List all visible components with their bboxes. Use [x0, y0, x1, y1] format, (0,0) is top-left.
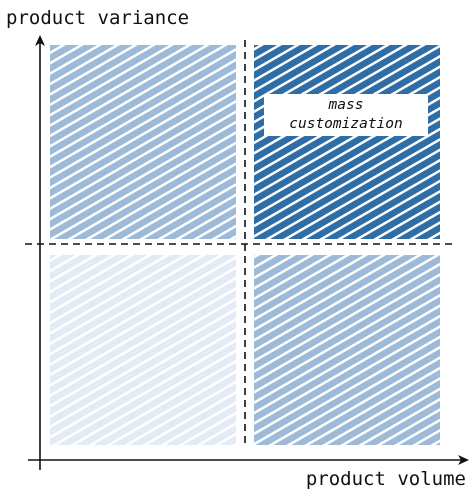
x-axis-label: product volume — [305, 468, 466, 490]
y-axis-label: product variance — [6, 7, 190, 29]
quadrant-bottom-left — [50, 255, 236, 445]
quadrant-top-left — [50, 45, 236, 239]
x-axis-arrowhead — [458, 455, 469, 465]
mass-customization-label: mass customization — [264, 94, 428, 136]
mass-customization-label-line-2: customization — [289, 116, 403, 132]
mass-customization-label-line-1: mass — [328, 97, 364, 113]
quadrant-top-right — [254, 45, 440, 239]
quadrant-bottom-right — [254, 255, 440, 445]
y-axis-arrowhead — [35, 35, 45, 46]
